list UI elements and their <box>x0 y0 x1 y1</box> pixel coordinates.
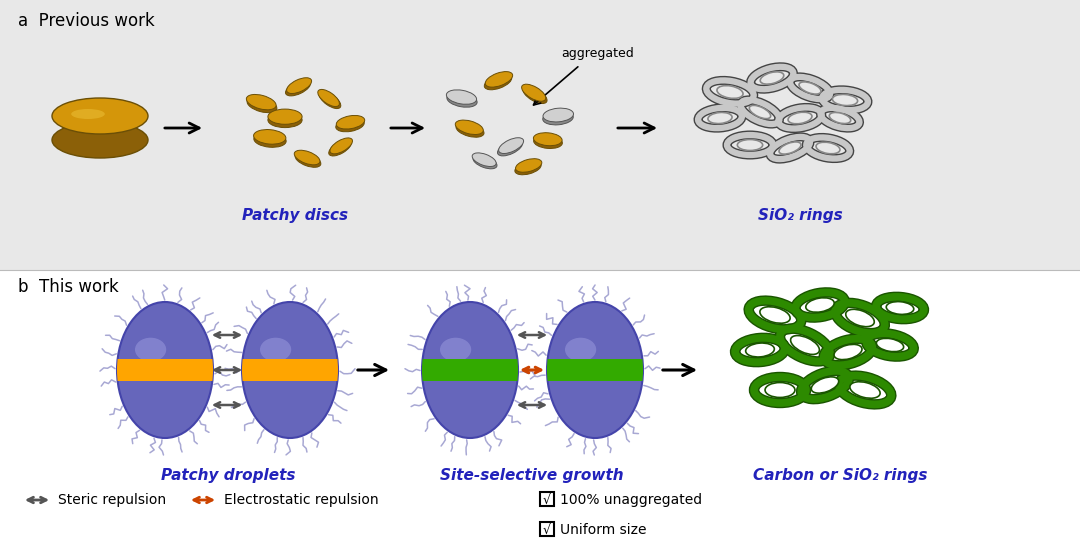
Ellipse shape <box>285 80 310 96</box>
Text: Site-selective growth: Site-selective growth <box>441 468 624 483</box>
Ellipse shape <box>760 72 784 84</box>
Ellipse shape <box>484 74 512 90</box>
Ellipse shape <box>546 302 643 438</box>
Text: SiO₂ rings: SiO₂ rings <box>758 208 842 223</box>
Ellipse shape <box>522 84 545 101</box>
Text: a  Previous work: a Previous work <box>18 12 154 30</box>
Ellipse shape <box>254 129 286 144</box>
Ellipse shape <box>328 140 351 156</box>
Ellipse shape <box>738 139 762 151</box>
Text: Steric repulsion: Steric repulsion <box>58 493 166 507</box>
Ellipse shape <box>850 382 880 398</box>
Ellipse shape <box>473 155 497 169</box>
Text: Electrostatic repulsion: Electrostatic repulsion <box>224 493 379 507</box>
Ellipse shape <box>565 338 596 362</box>
Ellipse shape <box>318 90 339 106</box>
Text: √: √ <box>543 493 551 506</box>
FancyBboxPatch shape <box>540 522 554 536</box>
Ellipse shape <box>71 109 105 119</box>
Ellipse shape <box>765 382 795 398</box>
Ellipse shape <box>799 82 821 94</box>
Ellipse shape <box>760 307 791 323</box>
Ellipse shape <box>515 158 542 172</box>
Ellipse shape <box>440 338 471 362</box>
Ellipse shape <box>816 142 840 154</box>
FancyBboxPatch shape <box>240 359 340 381</box>
Ellipse shape <box>254 133 286 147</box>
Ellipse shape <box>750 105 771 119</box>
Ellipse shape <box>247 97 276 113</box>
FancyBboxPatch shape <box>420 359 519 381</box>
Ellipse shape <box>523 86 548 104</box>
Ellipse shape <box>52 122 148 158</box>
FancyBboxPatch shape <box>114 359 215 381</box>
Text: Patchy discs: Patchy discs <box>242 208 348 223</box>
Ellipse shape <box>456 120 483 134</box>
Ellipse shape <box>320 91 341 109</box>
Ellipse shape <box>498 140 523 156</box>
Ellipse shape <box>117 302 213 438</box>
Ellipse shape <box>745 343 774 357</box>
Ellipse shape <box>876 338 904 352</box>
Text: √: √ <box>543 524 551 536</box>
Ellipse shape <box>829 113 851 124</box>
Ellipse shape <box>717 86 743 99</box>
Text: Carbon or SiO₂ rings: Carbon or SiO₂ rings <box>753 468 928 483</box>
Ellipse shape <box>268 109 302 124</box>
Ellipse shape <box>286 78 312 94</box>
Ellipse shape <box>791 335 820 354</box>
Ellipse shape <box>52 98 148 134</box>
Text: 100% unaggregated: 100% unaggregated <box>561 493 702 507</box>
Ellipse shape <box>834 344 862 360</box>
Ellipse shape <box>543 108 573 122</box>
Ellipse shape <box>485 72 513 87</box>
Ellipse shape <box>472 153 496 166</box>
Ellipse shape <box>515 161 541 175</box>
Ellipse shape <box>543 111 573 125</box>
Ellipse shape <box>294 150 320 165</box>
Ellipse shape <box>336 115 365 129</box>
Text: b  This work: b This work <box>18 278 119 296</box>
Ellipse shape <box>534 136 563 148</box>
Ellipse shape <box>833 95 858 106</box>
Ellipse shape <box>846 309 875 326</box>
Ellipse shape <box>499 138 524 153</box>
Ellipse shape <box>707 113 732 124</box>
FancyBboxPatch shape <box>545 359 645 381</box>
Ellipse shape <box>336 118 364 132</box>
Ellipse shape <box>779 142 801 154</box>
Ellipse shape <box>887 302 914 314</box>
Ellipse shape <box>806 298 834 312</box>
Ellipse shape <box>260 338 292 362</box>
Text: Uniform size: Uniform size <box>561 523 647 537</box>
FancyBboxPatch shape <box>0 0 1080 270</box>
Ellipse shape <box>447 93 477 107</box>
Ellipse shape <box>788 112 812 124</box>
Ellipse shape <box>295 153 321 167</box>
Ellipse shape <box>268 113 302 128</box>
Ellipse shape <box>246 95 276 110</box>
Ellipse shape <box>534 133 562 146</box>
Ellipse shape <box>330 138 352 154</box>
Ellipse shape <box>446 90 476 104</box>
Ellipse shape <box>811 377 839 393</box>
Ellipse shape <box>456 123 484 137</box>
Text: aggregated: aggregated <box>562 47 634 60</box>
Ellipse shape <box>135 338 166 362</box>
FancyBboxPatch shape <box>540 492 554 506</box>
Ellipse shape <box>242 302 338 438</box>
Ellipse shape <box>422 302 518 438</box>
Text: Patchy droplets: Patchy droplets <box>161 468 295 483</box>
